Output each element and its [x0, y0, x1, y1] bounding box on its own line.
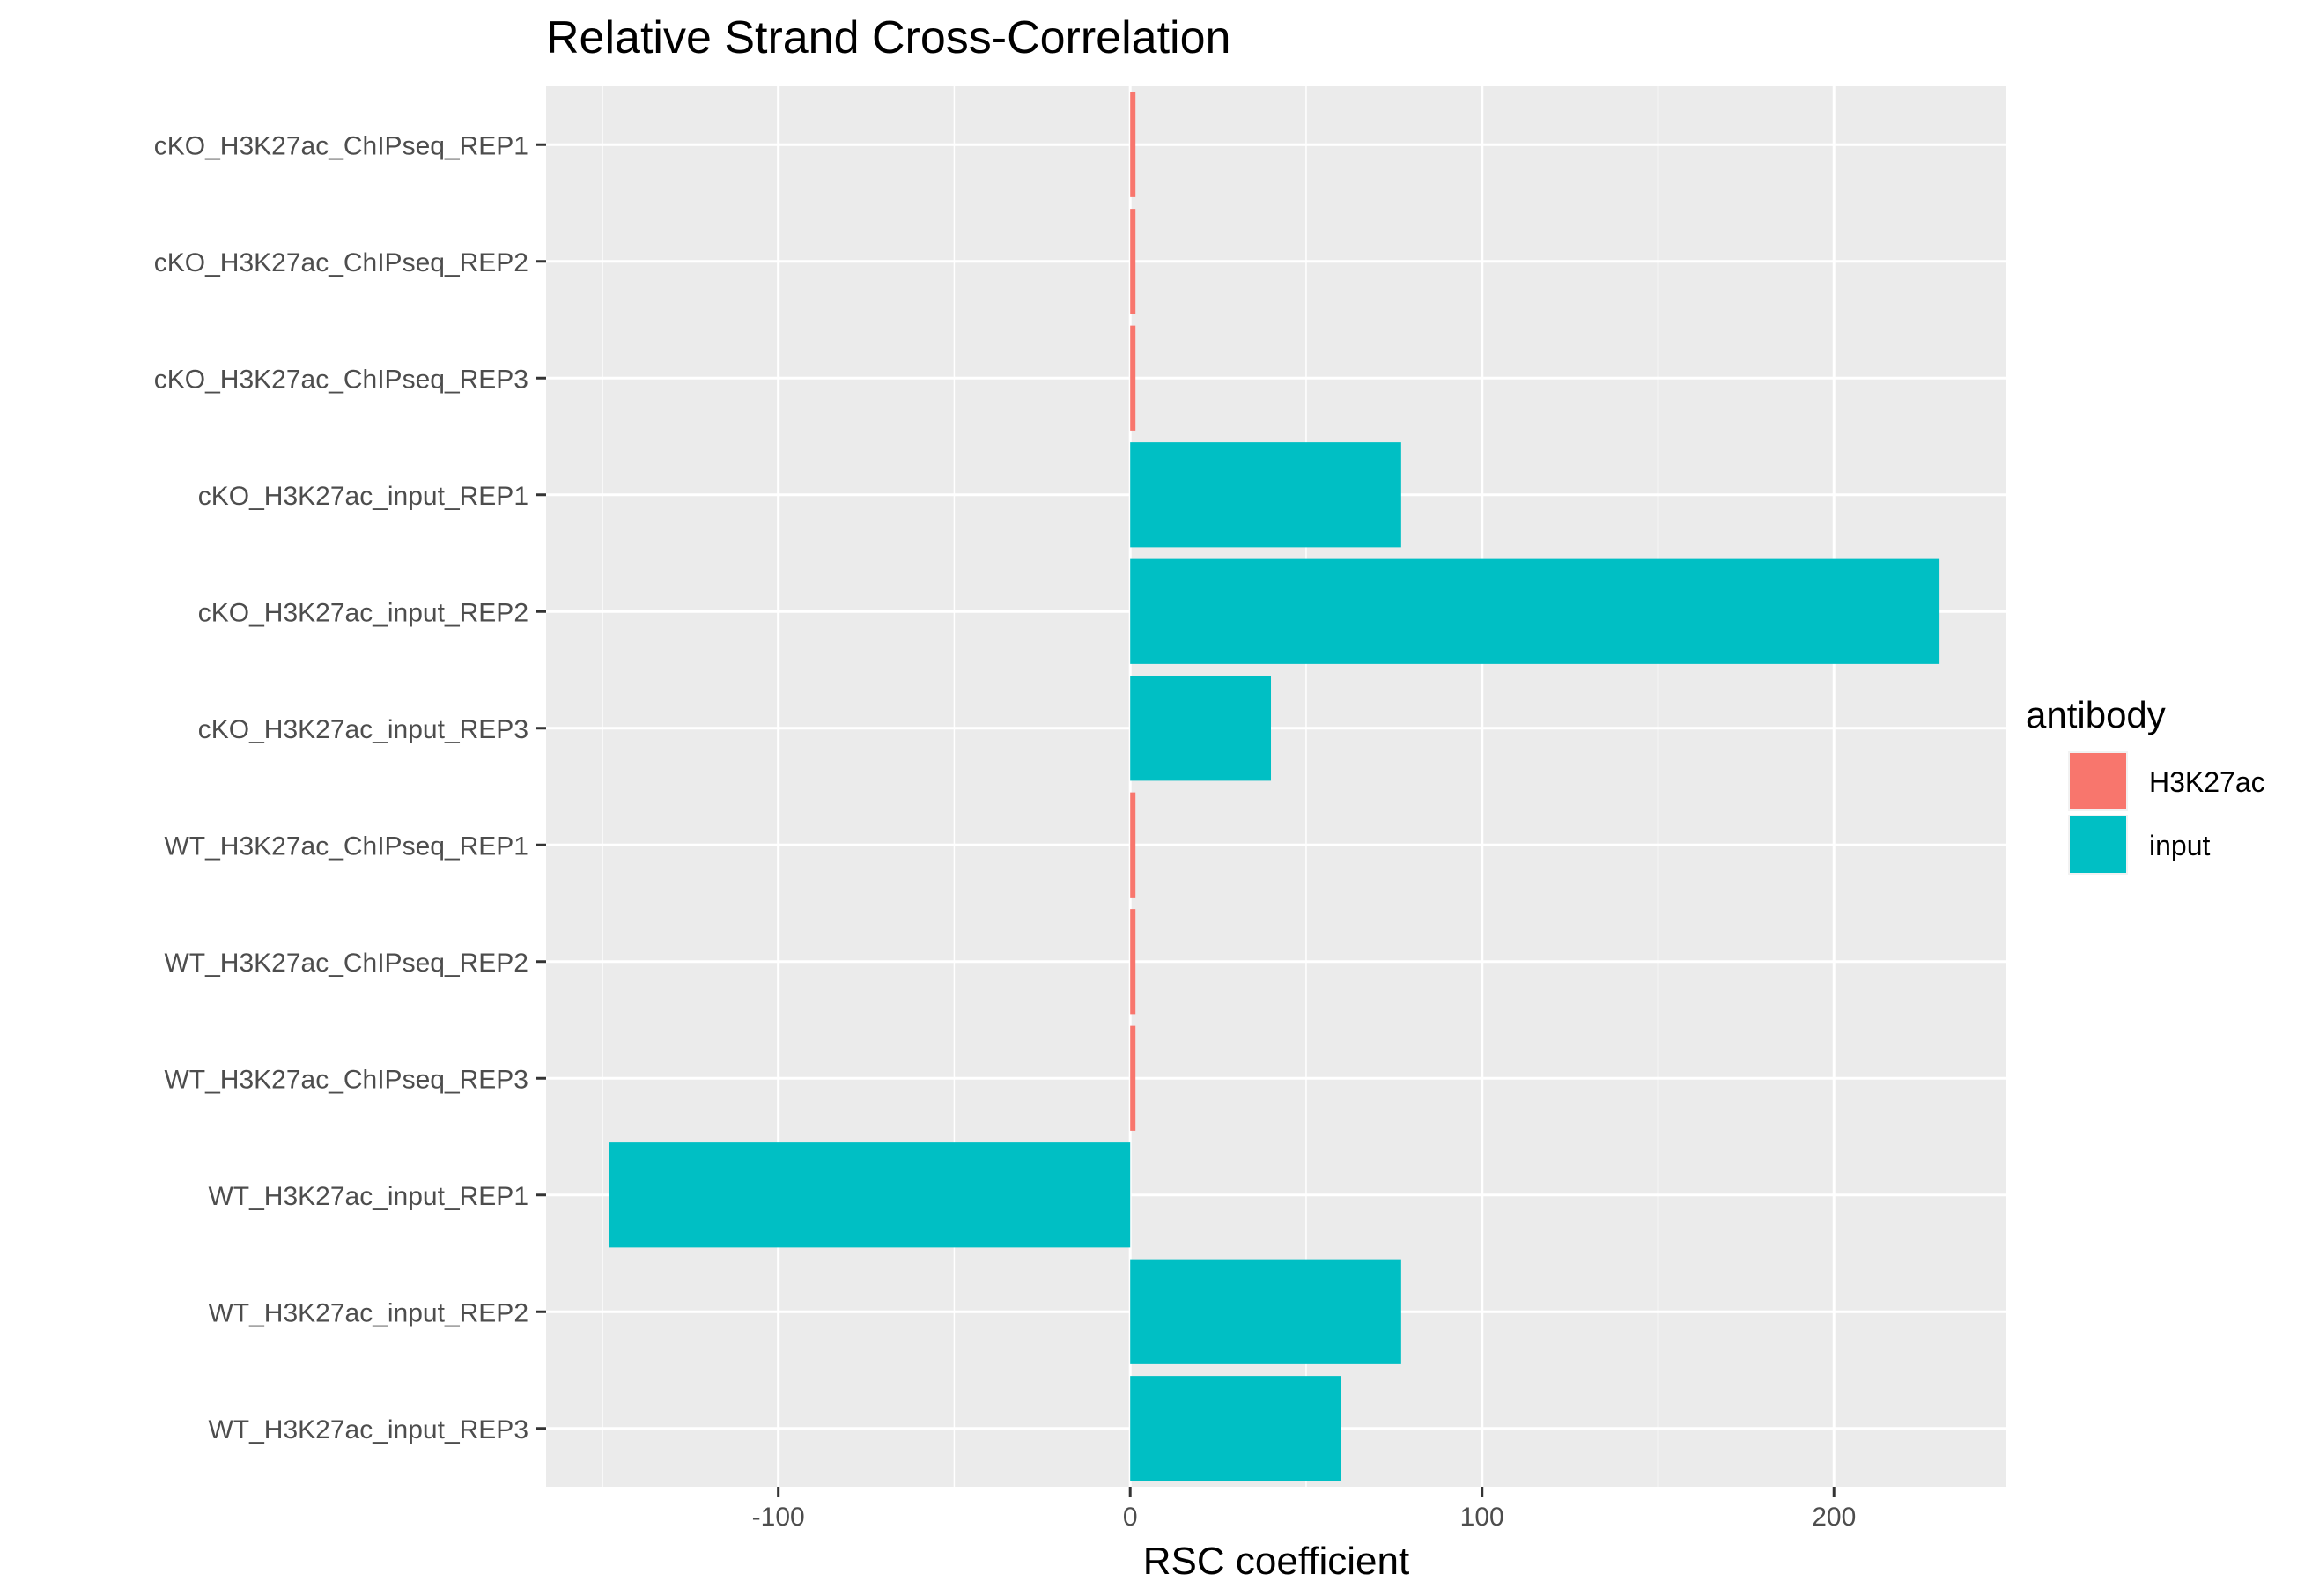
- x-tick-label-3: 200: [1812, 1503, 1856, 1532]
- legend-title: antibody: [2026, 694, 2166, 735]
- bar-WT_H3K27ac_input_REP1: [609, 1142, 1131, 1248]
- legend: antibody H3K27ac input: [2026, 694, 2265, 875]
- chart-title: Relative Strand Cross-Correlation: [546, 12, 1230, 63]
- bar-cKO_H3K27ac_input_REP3: [1130, 676, 1272, 781]
- y-tick-label-8: WT_H3K27ac_ChIPseq_REP3: [164, 1065, 528, 1094]
- y-tick-label-1: cKO_H3K27ac_ChIPseq_REP2: [154, 248, 528, 277]
- y-tick-label-2: cKO_H3K27ac_ChIPseq_REP3: [154, 365, 528, 394]
- bar-cKO_H3K27ac_ChIPseq_REP1: [1130, 92, 1136, 197]
- x-tick-label-1: 0: [1123, 1503, 1138, 1532]
- legend-entries: H3K27ac input: [2068, 751, 2265, 875]
- y-tick-label-7: WT_H3K27ac_ChIPseq_REP2: [164, 949, 528, 978]
- bar-WT_H3K27ac_ChIPseq_REP2: [1130, 909, 1136, 1015]
- legend-label-H3K27ac: H3K27ac: [2149, 766, 2265, 798]
- y-tick-label-6: WT_H3K27ac_ChIPseq_REP1: [164, 831, 528, 861]
- bar-cKO_H3K27ac_ChIPseq_REP3: [1130, 325, 1136, 431]
- grid-lines: [546, 86, 2006, 1487]
- bar-cKO_H3K27ac_input_REP1: [1130, 442, 1401, 548]
- y-tick-label-9: WT_H3K27ac_input_REP1: [208, 1182, 528, 1211]
- legend-swatch-H3K27ac: [2070, 753, 2126, 809]
- y-tick-label-4: cKO_H3K27ac_input_REP2: [198, 598, 528, 627]
- bar-WT_H3K27ac_ChIPseq_REP3: [1130, 1025, 1136, 1131]
- y-tick-label-0: cKO_H3K27ac_ChIPseq_REP1: [154, 131, 528, 160]
- x-tick-label-0: -100: [752, 1503, 805, 1532]
- bar-cKO_H3K27ac_ChIPseq_REP2: [1130, 209, 1136, 314]
- y-tick-label-10: WT_H3K27ac_input_REP2: [208, 1298, 528, 1327]
- x-axis-title: RSC coefficient: [1143, 1540, 1409, 1583]
- plot-panel: [546, 86, 2006, 1487]
- bars: [609, 92, 1940, 1481]
- x-tick-label-2: 100: [1460, 1503, 1504, 1532]
- bar-cKO_H3K27ac_input_REP2: [1130, 558, 1940, 664]
- bar-WT_H3K27ac_input_REP2: [1130, 1259, 1401, 1364]
- y-tick-label-3: cKO_H3K27ac_input_REP1: [198, 482, 528, 511]
- x-axis: -100 0 100 200: [752, 1487, 1856, 1532]
- y-tick-label-11: WT_H3K27ac_input_REP3: [208, 1415, 528, 1445]
- y-tick-label-5: cKO_H3K27ac_input_REP3: [198, 715, 528, 744]
- legend-swatch-input: [2070, 816, 2126, 873]
- y-axis: cKO_H3K27ac_ChIPseq_REP1 cKO_H3K27ac_ChIP…: [154, 131, 546, 1445]
- legend-label-input: input: [2149, 830, 2211, 861]
- bar-WT_H3K27ac_input_REP3: [1130, 1376, 1341, 1481]
- bar-WT_H3K27ac_ChIPseq_REP1: [1130, 792, 1136, 898]
